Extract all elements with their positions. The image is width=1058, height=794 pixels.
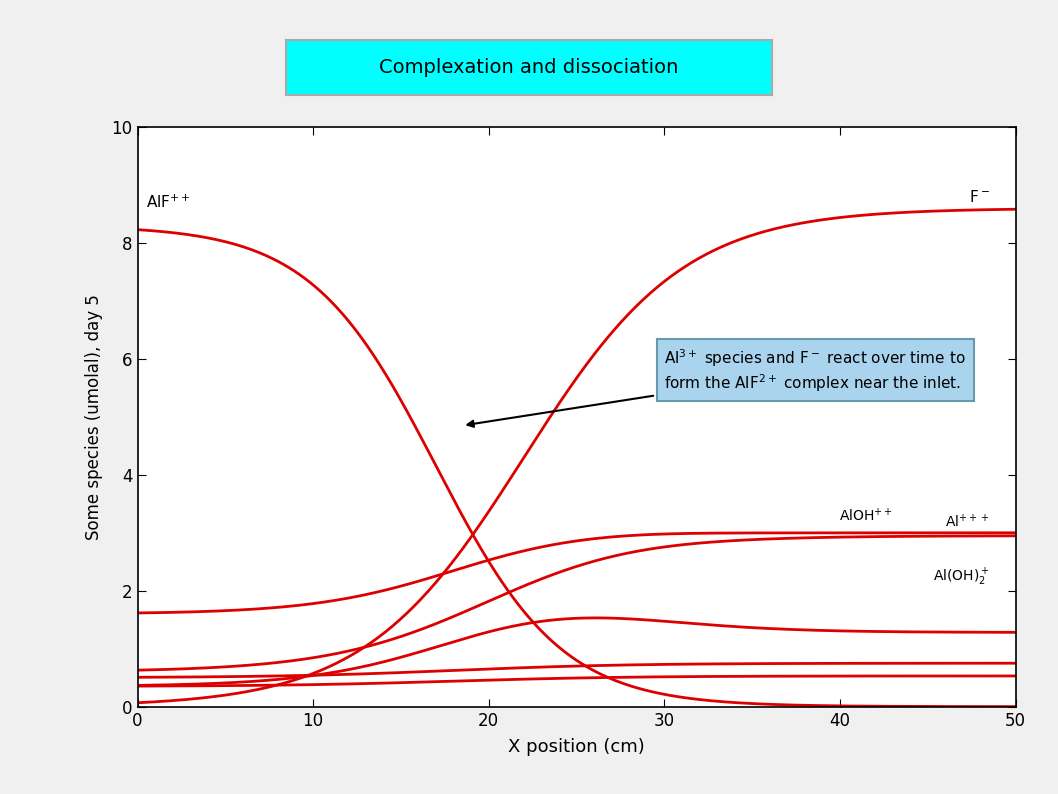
- X-axis label: X position (cm): X position (cm): [508, 738, 645, 756]
- Text: Al$^{+++}$: Al$^{+++}$: [945, 513, 989, 530]
- Text: Al$^{3+}$ species and F$^-$ react over time to
form the AlF$^{2+}$ complex near : Al$^{3+}$ species and F$^-$ react over t…: [468, 347, 966, 427]
- Text: AlOH$^{++}$: AlOH$^{++}$: [839, 507, 893, 524]
- Text: F$^-$: F$^-$: [968, 189, 989, 206]
- Text: AlF$^{++}$: AlF$^{++}$: [146, 194, 190, 211]
- Text: Complexation and dissociation: Complexation and dissociation: [380, 58, 678, 77]
- Text: Al(OH)$_2^+$: Al(OH)$_2^+$: [933, 567, 989, 588]
- Y-axis label: Some species (umolal), day 5: Some species (umolal), day 5: [86, 294, 104, 540]
